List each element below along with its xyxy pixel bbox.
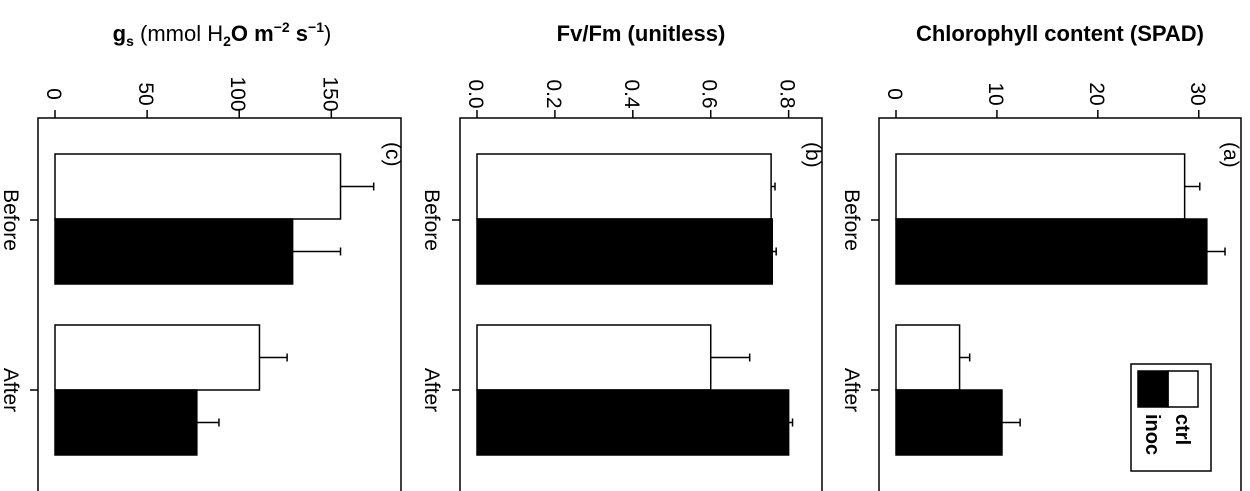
panel-c-category-before: Before: [0, 189, 22, 251]
panel-b-bar-ctrl-after: [476, 324, 712, 391]
panel-a-tick-label-0: 0: [883, 88, 906, 100]
panel-a-tick-label-1: 10: [984, 82, 1007, 105]
panel-c-plot-frame: [37, 117, 402, 491]
panel-c-bar-ctrl-after: [54, 324, 261, 391]
legend-swatch-inoc: [1137, 370, 1169, 408]
panel-c-tick-label-1: 50: [134, 82, 157, 105]
panel-c-bar-inoc-before: [54, 218, 294, 285]
panel-a-bar-inoc-after: [895, 389, 1003, 456]
panel-c-category-after: After: [0, 368, 22, 412]
panel-c: gs (mmol H2O m−2 s−1) (c) 0 50 100 150 Befo…: [0, 19, 404, 491]
panel-a-category-before: Before: [840, 189, 863, 251]
panel-a-plot-frame: [878, 117, 1242, 491]
panel-c-tick-label-0: 0: [42, 88, 65, 100]
panel-c-label: (c): [381, 142, 404, 167]
panel-b-label: (b): [801, 142, 824, 168]
panel-a-tick-label-2: 20: [1085, 82, 1108, 105]
panel-a-label: (a): [1219, 142, 1242, 168]
panel-b-tick-label-4: 0.8: [776, 79, 799, 108]
panel-c-axis-title: gs (mmol H2O m−2 s−1): [113, 19, 332, 49]
panel-b-bar-inoc-before: [476, 218, 774, 285]
panel-c-tick-label-3: 150: [318, 76, 341, 111]
panel-c-tick-label-2: 100: [226, 76, 249, 111]
panel-b-tick-label-3: 0.6: [698, 79, 721, 108]
panel-b-plot-frame: [459, 117, 823, 491]
legend: ctrl inoc: [1130, 363, 1212, 472]
legend-label-ctrl: ctrl: [1171, 414, 1193, 445]
legend-label-inoc: inoc: [1141, 414, 1163, 455]
panel-a-bar-inoc-before: [895, 218, 1208, 285]
panel-a-tick-label-3: 30: [1186, 82, 1209, 105]
panel-b-tick-label-0: 0.0: [464, 79, 487, 108]
panel-b-category-after: After: [420, 368, 443, 412]
panel-a-bar-ctrl-after: [895, 324, 961, 391]
legend-swatch-ctrl: [1167, 370, 1199, 408]
panel-b-axis-title: Fv/Fm (unitless): [557, 21, 726, 46]
panel-a-bar-ctrl-before: [895, 153, 1186, 220]
panel-a: Chlorophyll content (SPAD) (a) 0 10 20 30 B…: [840, 21, 1242, 491]
panel-b-bar-ctrl-before: [476, 153, 772, 220]
panel-c-bar-inoc-after: [54, 389, 198, 456]
panel-a-category-after: After: [840, 368, 863, 412]
panel-b-tick-label-1: 0.2: [542, 79, 565, 108]
panel-b-category-before: Before: [420, 189, 443, 251]
panel-b-tick-label-2: 0.4: [620, 79, 643, 109]
panel-a-axis-title: Chlorophyll content (SPAD): [916, 21, 1204, 46]
panel-b: Fv/Fm (unitless) (b) 0.0 0.2 0.4 0.6 0.8 Bef…: [420, 21, 824, 491]
panel-c-bar-ctrl-before: [54, 153, 342, 220]
panel-b-bar-inoc-after: [476, 389, 790, 456]
